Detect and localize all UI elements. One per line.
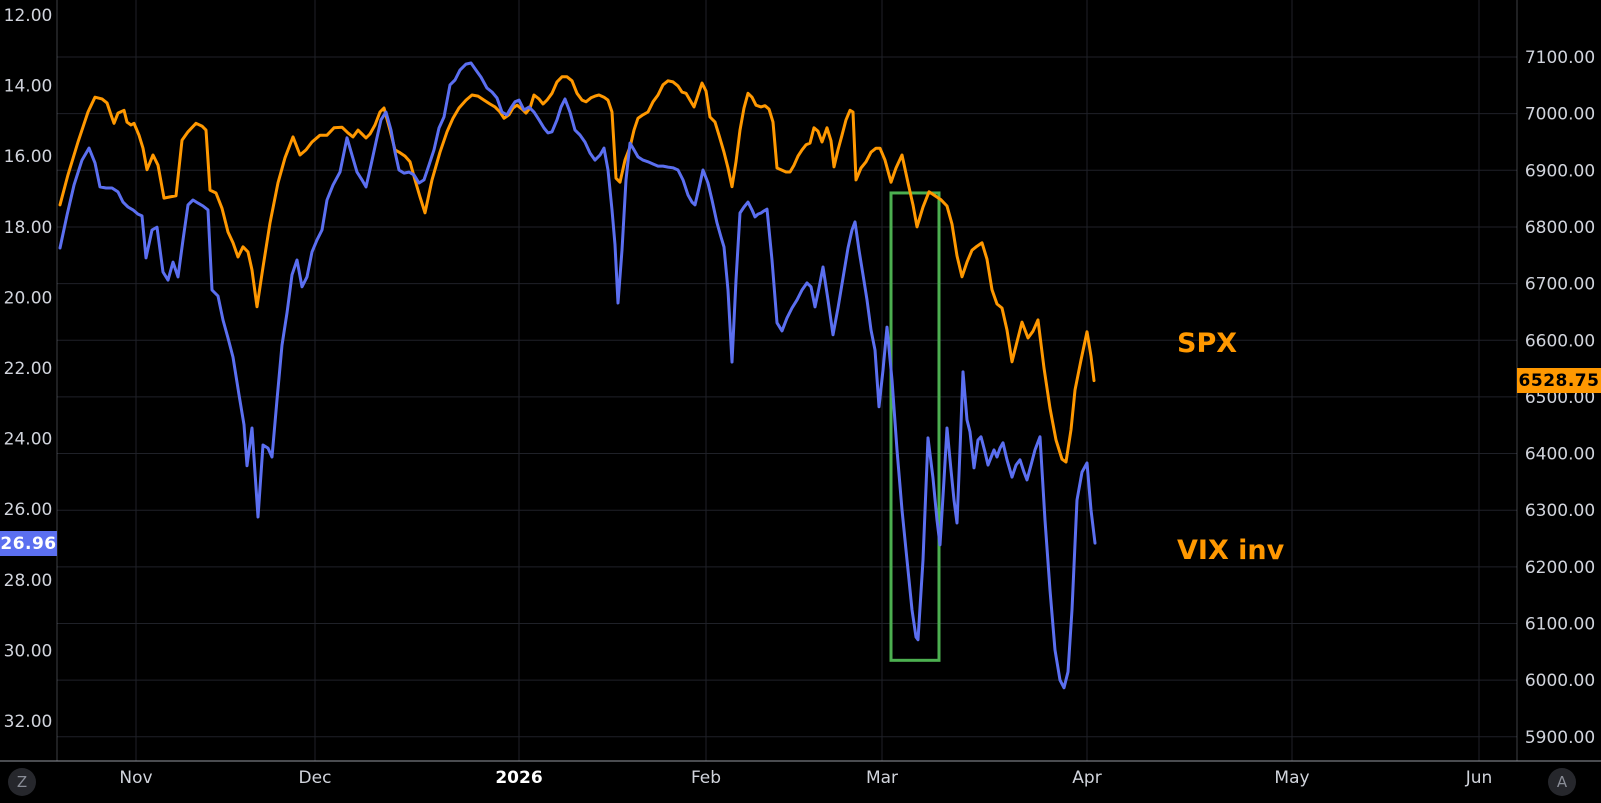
right-axis-tick-label: 6800.00	[1525, 218, 1595, 238]
highlight-box[interactable]	[889, 191, 941, 662]
right-axis-tick-label: 7100.00	[1525, 48, 1595, 68]
time-axis-label: May	[1274, 768, 1309, 788]
time-axis-label: Dec	[299, 768, 332, 788]
left-axis-tick-label: 20.00	[4, 288, 53, 308]
right-axis-tick-label: 5900.00	[1525, 728, 1595, 748]
left-axis-tick-label: 14.00	[4, 77, 53, 97]
right-price-axis[interactable]: 7100.00 7000.00 6900.00 6800.00 6700.00 6600.…	[1525, 48, 1595, 748]
time-axis-label: Jun	[1465, 768, 1493, 788]
right-axis-tick-label: 6000.00	[1525, 671, 1595, 691]
vix-last-price-badge: 26.96	[0, 531, 57, 556]
horizontal-gridlines	[57, 56, 1517, 738]
left-axis-tick-label: 16.00	[4, 147, 53, 167]
left-axis-tick-label: 28.00	[4, 571, 53, 591]
spx-last-price-badge: 6528.75	[1517, 368, 1601, 393]
right-axis-tick-label: 6100.00	[1525, 615, 1595, 635]
spx-series-label: SPX	[1177, 328, 1238, 359]
right-axis-tick-label: 6700.00	[1525, 275, 1595, 295]
right-axis-tick-label: 6200.00	[1525, 558, 1595, 578]
right-axis-tick-label: 6600.00	[1525, 331, 1595, 351]
left-axis-tick-label: 12.00	[4, 6, 53, 26]
vix-series-label: VIX inv	[1177, 535, 1285, 566]
time-axis-label: Mar	[866, 768, 898, 788]
auto-scale-button[interactable]: A	[1548, 768, 1576, 796]
left-price-axis[interactable]: 12.00 14.00 16.00 18.00 20.00 22.00 24.00 26.00…	[4, 6, 53, 732]
time-axis-label: Nov	[119, 768, 152, 788]
left-axis-tick-label: 30.00	[4, 641, 53, 661]
time-axis-label: Apr	[1072, 768, 1101, 788]
left-axis-tick-label: 18.00	[4, 218, 53, 238]
left-axis-tick-label: 32.00	[4, 712, 53, 732]
right-axis-tick-label: 6300.00	[1525, 501, 1595, 521]
right-axis-tick-label: 6400.00	[1525, 445, 1595, 465]
time-axis-label: 2026	[495, 768, 542, 788]
right-axis-tick-label: 7000.00	[1525, 105, 1595, 125]
spx-line	[58, 75, 1096, 464]
time-axis[interactable]: Nov Dec 2026 Feb Mar Apr May Jun	[119, 768, 1492, 788]
left-axis-tick-label: 26.00	[4, 500, 53, 520]
timezone-button[interactable]: Z	[8, 768, 36, 796]
right-axis-tick-label: 6900.00	[1525, 161, 1595, 181]
left-axis-tick-label: 24.00	[4, 430, 53, 450]
time-axis-label: Feb	[691, 768, 721, 788]
left-axis-tick-label: 22.00	[4, 359, 53, 379]
vix-inv-line	[58, 61, 1097, 690]
